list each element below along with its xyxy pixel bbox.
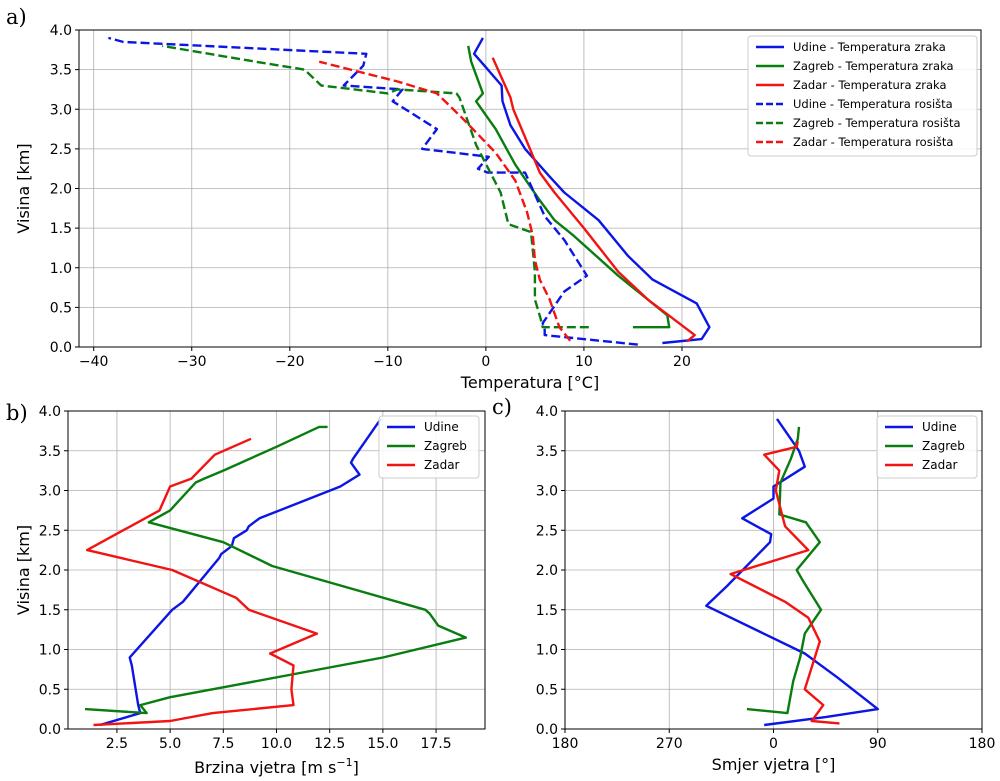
legend-label: Zadar - Temperatura zraka xyxy=(793,78,947,92)
x-tick-label: −20 xyxy=(275,354,305,370)
legend-label: Zagreb xyxy=(922,439,965,453)
x-axis-label: Temperatura [°C] xyxy=(460,373,599,392)
y-tick-label: 3.5 xyxy=(50,63,72,79)
x-tick-label: 7.5 xyxy=(212,736,234,752)
x-tick-label: 90 xyxy=(869,736,887,752)
series-line-zagreb xyxy=(84,425,468,715)
x-tick-label: 10.0 xyxy=(261,736,292,752)
legend-label: Zagreb xyxy=(424,439,467,453)
x-tick-label: 2.5 xyxy=(106,736,128,752)
x-tick-label: 5.0 xyxy=(159,736,181,752)
y-tick-label: 1.0 xyxy=(536,643,558,659)
series-line-udine xyxy=(705,418,879,727)
legend: Udine Zagreb Zadar xyxy=(378,415,480,479)
y-tick-label: 1.0 xyxy=(50,261,72,277)
series-line-zagreb xyxy=(746,426,823,715)
legend-label: Udine - Temperatura zraka xyxy=(793,40,946,54)
legend-label: Zadar xyxy=(424,458,460,472)
y-tick-label: 3.0 xyxy=(50,102,72,118)
y-tick-label: 1.5 xyxy=(39,603,61,619)
y-tick-label: 3.0 xyxy=(536,484,558,500)
y-tick-label: 4.0 xyxy=(50,23,72,39)
legend-box xyxy=(747,35,978,157)
legend-label: Zagreb - Temperatura rosišta xyxy=(793,116,961,130)
series-line-udine xyxy=(99,418,382,727)
x-tick-label: −40 xyxy=(79,354,109,370)
legend-label: Udine xyxy=(922,420,957,434)
legend-label: Zagreb - Temperatura zraka xyxy=(793,59,954,73)
y-tick-label: 1.5 xyxy=(536,603,558,619)
series-line-zagreb-temperatura-zraka xyxy=(467,45,671,329)
y-tick-label: 2.0 xyxy=(536,563,558,579)
y-tick-label: 0.5 xyxy=(39,682,61,698)
series-line-udine-temperatura-rosi-ta xyxy=(108,36,638,346)
y-tick-label: 2.5 xyxy=(50,142,72,158)
x-tick-label: 180 xyxy=(552,736,579,752)
legend: Udine - Temperatura zraka Zagreb - Temper… xyxy=(747,35,978,157)
legend: Udine Zagreb Zadar xyxy=(876,415,978,479)
series-line-udine-temperatura-zraka xyxy=(472,37,711,345)
y-tick-label: 0.5 xyxy=(50,300,72,316)
y-tick-label: 1.5 xyxy=(50,221,72,237)
legend-label: Zadar xyxy=(922,458,958,472)
x-tick-label: 15.0 xyxy=(367,736,398,752)
series-line-zagreb-temperatura-rosi-ta xyxy=(162,44,589,329)
y-tick-label: 4.0 xyxy=(39,404,61,420)
panel-letter: c) xyxy=(492,395,512,419)
series-line-zadar xyxy=(729,440,840,725)
y-tick-label: 0.0 xyxy=(536,722,558,738)
y-tick-label: 0.0 xyxy=(50,340,72,356)
panel-letter: a) xyxy=(6,5,27,29)
x-tick-label: 20 xyxy=(673,354,691,370)
y-axis-label: Visina [km] xyxy=(14,143,33,233)
y-tick-label: 2.5 xyxy=(39,523,61,539)
legend-box xyxy=(378,415,480,479)
series-line-zadar-temperatura-zraka xyxy=(491,57,696,343)
y-tick-label: 2.5 xyxy=(536,523,558,539)
series-line-zadar xyxy=(85,437,319,727)
legend-label: Zadar - Temperatura rosišta xyxy=(793,135,953,149)
panel-letter: b) xyxy=(6,401,28,425)
y-tick-label: 3.5 xyxy=(39,444,61,460)
legend-box xyxy=(876,415,978,479)
x-tick-label: 17.5 xyxy=(420,736,451,752)
y-tick-label: 3.5 xyxy=(536,444,558,460)
legend-label: Udine xyxy=(424,420,459,434)
y-tick-label: 1.0 xyxy=(39,643,61,659)
y-tick-label: 0.0 xyxy=(39,722,61,738)
x-tick-label: −10 xyxy=(373,354,403,370)
y-tick-label: 3.0 xyxy=(39,484,61,500)
y-tick-label: 2.0 xyxy=(50,182,72,198)
x-axis-label: Smjer vjetra [°] xyxy=(712,755,836,774)
x-tick-label: −30 xyxy=(177,354,207,370)
x-tick-label: 270 xyxy=(656,736,683,752)
x-tick-label: 0 xyxy=(769,736,778,752)
x-tick-label: 180 xyxy=(969,736,996,752)
x-tick-label: 12.5 xyxy=(314,736,345,752)
y-tick-label: 2.0 xyxy=(39,563,61,579)
x-tick-label: 10 xyxy=(575,354,593,370)
y-axis-label: Visina [km] xyxy=(14,525,33,615)
y-tick-label: 4.0 xyxy=(536,404,558,420)
series-line-zadar-temperatura-rosi-ta xyxy=(318,60,572,342)
legend-label: Udine - Temperatura rosišta xyxy=(793,97,953,111)
x-axis-label: Brzina vjetra [m s−1] xyxy=(194,756,359,777)
x-tick-label: 0 xyxy=(481,354,490,370)
y-tick-label: 0.5 xyxy=(536,682,558,698)
